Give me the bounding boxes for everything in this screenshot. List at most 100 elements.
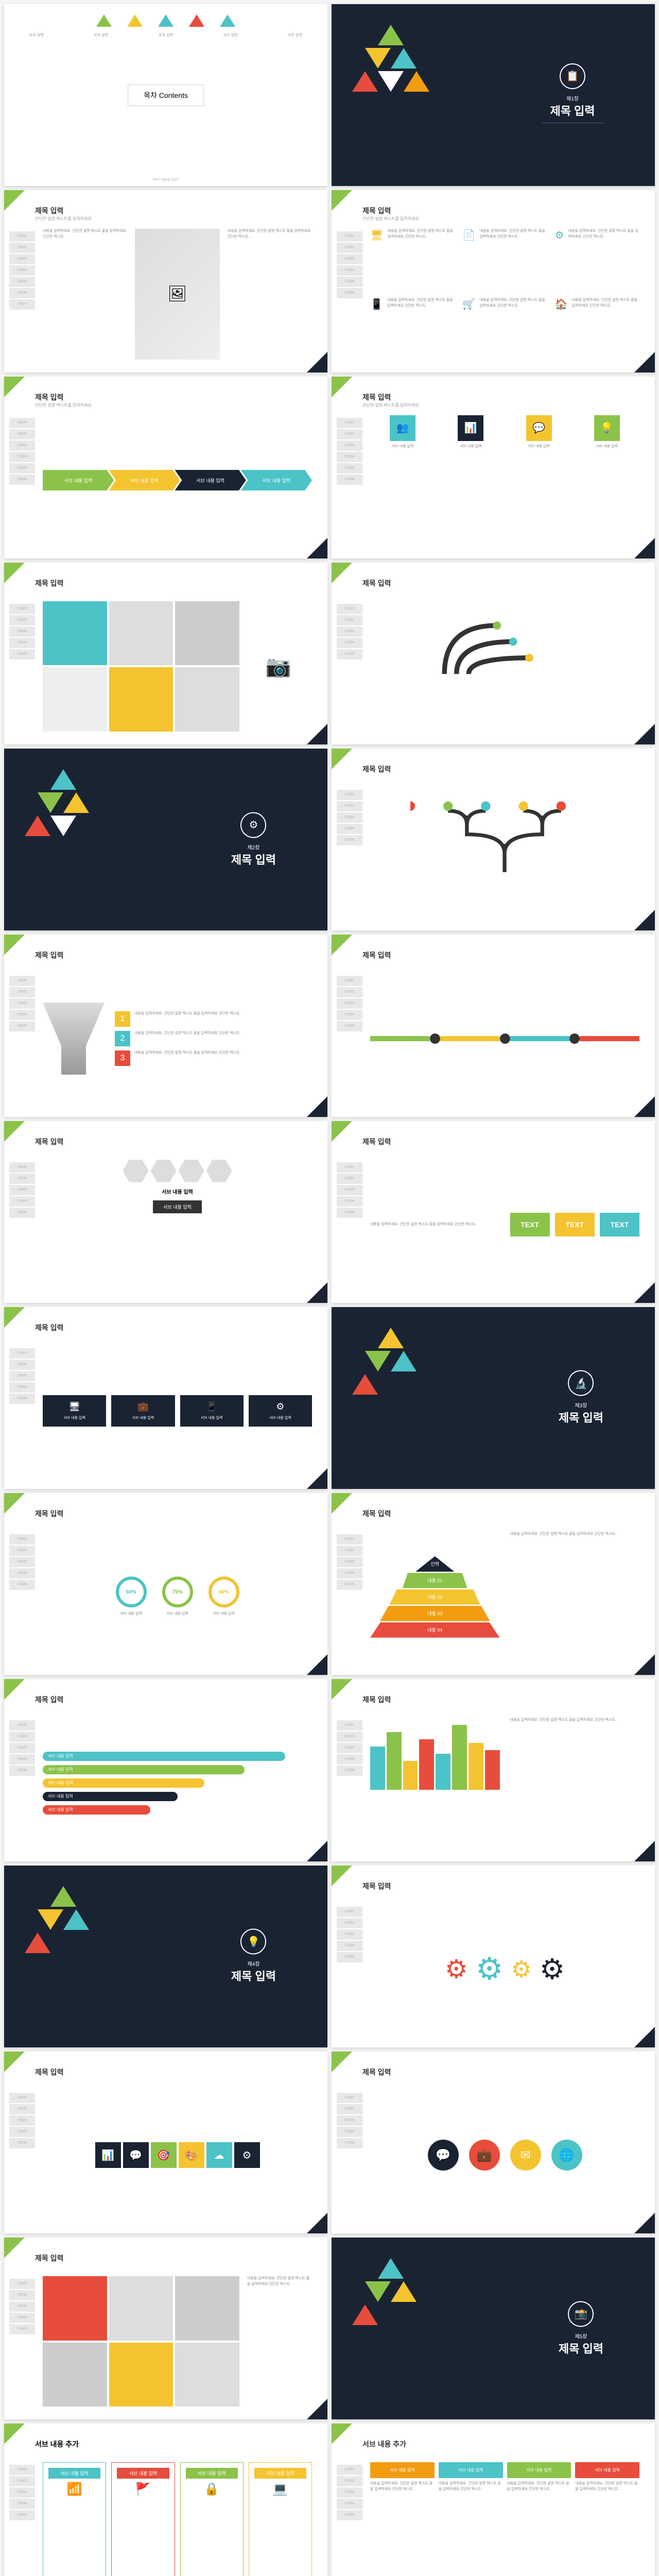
corner-accent — [4, 1307, 25, 1328]
sidebar-step: STEP4 — [9, 265, 35, 276]
slide-subtitle: 간단한 설명 텍스트를 입력하세요 — [362, 402, 419, 408]
slide-pyramid: 제목 입력 STEP1 STEP2 STEP3 STEP4 STEP5 인력 내… — [332, 1493, 655, 1675]
hbar: 서브 내용 입력 — [43, 1805, 150, 1815]
arrow-step: 서브 내용 입력 — [175, 470, 246, 490]
col — [469, 1743, 483, 1790]
sidebar: STEP1 STEP2 STEP3 STEP4 STEP5 — [337, 1162, 362, 1293]
arrow-step: 서브 내용 입력 — [109, 470, 180, 490]
num-badge: 1 — [115, 1011, 130, 1027]
num-badge: 3 — [115, 1050, 130, 1066]
section-title: 제목 입력 — [542, 102, 603, 118]
sidebar-step: STEP5 — [9, 277, 35, 287]
pyr-layer: 내용 02 — [390, 1589, 480, 1605]
tile — [175, 601, 239, 666]
icon: 💼 — [117, 1401, 168, 1412]
slide-section-2: ⚙ 제2장 제목 입력 — [4, 749, 327, 930]
hex-cell — [206, 1160, 232, 1182]
slide-column-chart: 제목 입력 STEP1 STEP2 STEP3 STEP4 STEP5 내용을 … — [332, 1679, 655, 1861]
slide-funnel: 제목 입력 STEP1 STEP2 STEP3 STEP4 STEP5 1내용을… — [4, 935, 327, 1116]
pyr-layer: 내용 03 — [380, 1606, 490, 1621]
slide-subtitle: 간단한 설명 텍스트를 입력하세요 — [35, 402, 92, 408]
tl-node — [430, 1033, 440, 1044]
sidebar: STEP1 STEP2 STEP3 STEP4 STEP5 — [9, 604, 35, 734]
sidebar: STEP1 STEP2 STEP3 STEP4 STEP5 STEP6 — [337, 231, 362, 362]
contents-label: 보조 설명 — [288, 32, 302, 38]
slide-gears: 제목 입력 STEP1 STEP2 STEP3 STEP4 STEP5 ⚙ ⚙ … — [332, 1866, 655, 2047]
sidebar-step: STEP3 — [9, 254, 35, 264]
desc: 내용을 입력하세요. 간단한 설명 텍스트 줄을 입력하세요 간단한 텍스트. — [479, 229, 547, 240]
sidebar: STEP1 STEP2 STEP3 STEP4 STEP5 — [9, 2093, 35, 2223]
tile — [43, 667, 107, 732]
hex-cell — [179, 1160, 204, 1182]
slide-text-photo: 제목 입력 간단한 설명 텍스트를 입력하세요 STEP1 STEP2 STEP… — [4, 190, 327, 372]
sidebar-step: STEP2 — [337, 243, 362, 253]
text-col: 내용을 입력하세요. 간단한 설명 텍스트 줄을 입력하세요 간단한 텍스트. — [228, 229, 312, 359]
footer: PPT TAKE OUT — [153, 178, 179, 182]
branch-svg — [410, 787, 599, 882]
col — [485, 1750, 500, 1790]
result-pill: 서브 내용 입력 — [153, 1200, 202, 1213]
slide-title: 제목 입력 — [362, 206, 391, 216]
sidebar: STEP1 STEP2 STEP3 STEP4 STEP5 STEP6 STEP… — [9, 231, 35, 362]
sidebar: STEP1 STEP2 STEP3 STEP4 STEP5 — [337, 2465, 362, 2576]
sidebar: STEP1 STEP2 STEP3 STEP4 STEP5 — [337, 1720, 362, 1851]
slide-hbars: 제목 입력 STEP1 STEP2 STEP3 STEP4 STEP5 서브 내… — [4, 1679, 327, 1861]
icon-box: 💬 — [526, 415, 552, 441]
sidebar: STEP1 STEP2 STEP3 STEP4 STEP5 — [9, 1162, 35, 1293]
corner-accent — [4, 2052, 25, 2072]
tile — [109, 667, 174, 732]
mobile-icon: 📱 — [370, 298, 383, 311]
gear-icon: ⚙ — [476, 1951, 504, 1987]
camera-placeholder: 📷 — [245, 601, 312, 732]
strip-icon: 📊 — [95, 2142, 121, 2168]
card-btn: 서브 내용 입력 — [507, 2462, 571, 2478]
desc: 내용을 입력하세요. 간단한 설명 텍스트 줄을 입력하세요 간단한 텍스트. — [572, 298, 639, 309]
corner-accent — [4, 377, 25, 397]
tri-icon — [38, 792, 63, 813]
tri-icon — [391, 48, 417, 69]
tri-icon — [220, 14, 235, 27]
icon-box: 📊 — [458, 415, 483, 441]
tile — [175, 667, 239, 732]
strip-icon: 💬 — [123, 2142, 149, 2168]
sidebar: STEP1 STEP2 STEP3 STEP4 STEP5 — [9, 1534, 35, 1665]
strip-icon: ☁ — [206, 2142, 232, 2168]
arrow-step: 서브 내용 입력 — [241, 470, 312, 490]
contents-label: 보조 설명 — [29, 32, 44, 38]
sidebar-step: STEP6 — [9, 288, 35, 298]
tri-icon — [365, 48, 391, 69]
corner-accent — [332, 563, 352, 583]
cart-icon: 🛒 — [462, 298, 475, 311]
slide-curved-arrows: 제목 입력 STEP1 STEP2 STEP3 STEP4 STEP5 — [332, 563, 655, 744]
slide-section-4: 💡 제4장 제목 입력 — [4, 1866, 327, 2047]
slide-hexes: 제목 입력 STEP1 STEP2 STEP3 STEP4 STEP5 서브 내… — [4, 1121, 327, 1303]
corner-accent — [332, 2052, 352, 2072]
sidebar: STEP1 STEP2 STEP3 STEP4 STEP5 — [337, 2093, 362, 2223]
icon: 📱 — [186, 1401, 237, 1412]
tri-icon — [158, 14, 174, 27]
slide-title: 제목 입력 — [35, 206, 63, 216]
slide-info-boxes: 서브 내용 추가 STEP1 STEP2 STEP3 STEP4 STEP5 서… — [4, 2424, 327, 2576]
hbar: 서브 내용 입력 — [43, 1752, 285, 1761]
sidebar: STEP1 STEP2 STEP3 STEP4 STEP5 STEP6 — [9, 418, 35, 548]
slide-text-cards: 제목 입력 STEP1 STEP2 STEP3 STEP4 STEP5 내용을 … — [332, 1121, 655, 1303]
corner-accent — [4, 190, 25, 211]
sidebar: STEP1 STEP2 STEP3 STEP4 STEP5 — [337, 604, 362, 734]
text-icon: 📄 — [462, 229, 475, 242]
corner-accent — [332, 1121, 352, 1142]
strip-icon: 🎯 — [151, 2142, 177, 2168]
slide-title: 제목 입력 — [35, 578, 63, 588]
stat-circle: 75% — [162, 1577, 193, 1607]
contents-label: 보조 설명 — [223, 32, 238, 38]
tl-seg — [510, 1036, 570, 1041]
desc: 내용을 입력하세요. 간단한 설명 텍스트 줄을 입력하세요 간단한 텍스트. — [479, 298, 547, 309]
tile — [43, 2276, 107, 2341]
slide-photo-tiles: 제목 입력 STEP1 STEP2 STEP3 STEP4 STEP5 내용을 … — [4, 2238, 327, 2419]
sidebar-step: STEP1 — [337, 231, 362, 242]
icon: 📸 — [568, 2301, 594, 2327]
tile — [175, 2276, 239, 2341]
gear-icon: ⚙ — [445, 1954, 468, 1984]
tri-icon — [378, 25, 404, 45]
slide-section-5: 📸 제5장 제목 입력 — [332, 2238, 655, 2419]
slide-button-cards: 서브 내용 추가 STEP1 STEP2 STEP3 STEP4 STEP5 서… — [332, 2424, 655, 2576]
